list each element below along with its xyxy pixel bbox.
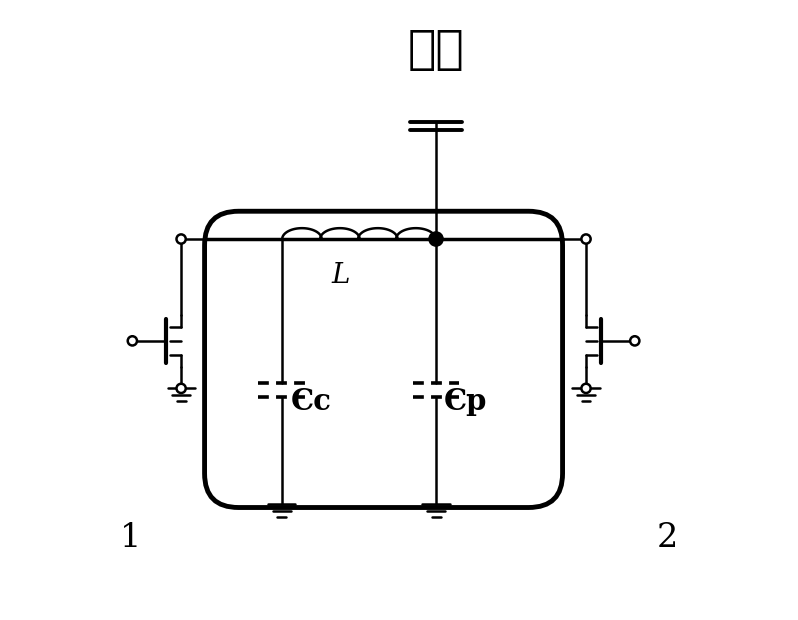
Text: Cc: Cc [291, 387, 332, 416]
Circle shape [630, 336, 639, 345]
Text: 输出: 输出 [408, 29, 464, 73]
Text: L: L [331, 262, 350, 290]
Text: 1: 1 [120, 523, 141, 554]
Circle shape [176, 384, 186, 393]
Circle shape [176, 234, 186, 244]
Circle shape [582, 384, 591, 393]
Text: Cp: Cp [444, 387, 488, 416]
Text: 2: 2 [657, 523, 678, 554]
Circle shape [429, 232, 443, 246]
FancyBboxPatch shape [204, 211, 563, 508]
Circle shape [582, 234, 591, 244]
Circle shape [128, 336, 137, 345]
